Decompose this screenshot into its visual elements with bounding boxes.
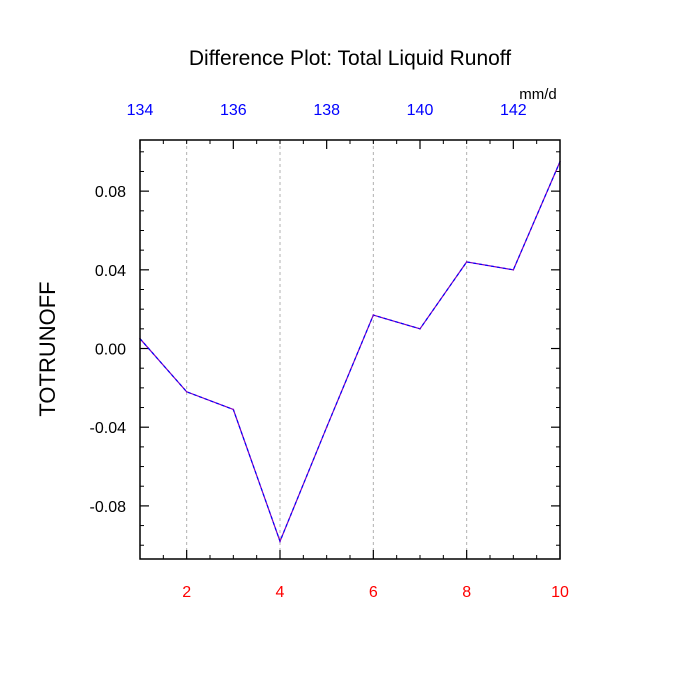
- bottom-tick-label: 2: [182, 584, 191, 601]
- top-tick-label: 138: [313, 102, 340, 119]
- data-point: [512, 269, 515, 271]
- top-tick-label: 136: [220, 102, 247, 119]
- left-tick-label: -0.08: [90, 499, 127, 516]
- y-axis-label: TOTRUNOFF: [35, 281, 60, 416]
- left-tick-label: 0.04: [95, 263, 126, 280]
- plot-frame: [139, 139, 561, 560]
- top-axis-tick-labels: 134 136 138 140 142: [127, 102, 527, 119]
- gridlines: [186, 140, 468, 559]
- left-tick-label: 0.00: [95, 342, 126, 359]
- left-tick-label: 0.08: [95, 184, 126, 201]
- data-point: [185, 390, 188, 393]
- series-line-dashes: [139, 161, 561, 543]
- top-tick-label: 134: [127, 102, 154, 119]
- data-point: [232, 408, 235, 411]
- data-point: [279, 540, 281, 543]
- bottom-tick-label: 6: [369, 584, 378, 601]
- chart-title: Difference Plot: Total Liquid Runoff: [189, 47, 511, 70]
- bottom-tick-label: 4: [276, 584, 285, 601]
- top-tick-label: 142: [500, 102, 527, 119]
- bottom-tick-label: 10: [551, 584, 569, 601]
- bottom-axis-tick-labels: 2 4 6 8 10: [182, 584, 569, 601]
- data-point: [465, 261, 468, 263]
- data-point: [372, 314, 375, 316]
- bottom-tick-label: 8: [462, 584, 471, 601]
- data-point: [325, 426, 328, 429]
- data-point: [419, 328, 421, 330]
- left-tick-label: -0.04: [90, 420, 127, 437]
- left-axis-tick-labels: 0.08 0.04 0.00 -0.04 -0.08: [90, 184, 127, 516]
- top-tick-label: 140: [407, 102, 434, 119]
- units-label: mm/d: [519, 86, 557, 103]
- series-layer: [139, 160, 561, 543]
